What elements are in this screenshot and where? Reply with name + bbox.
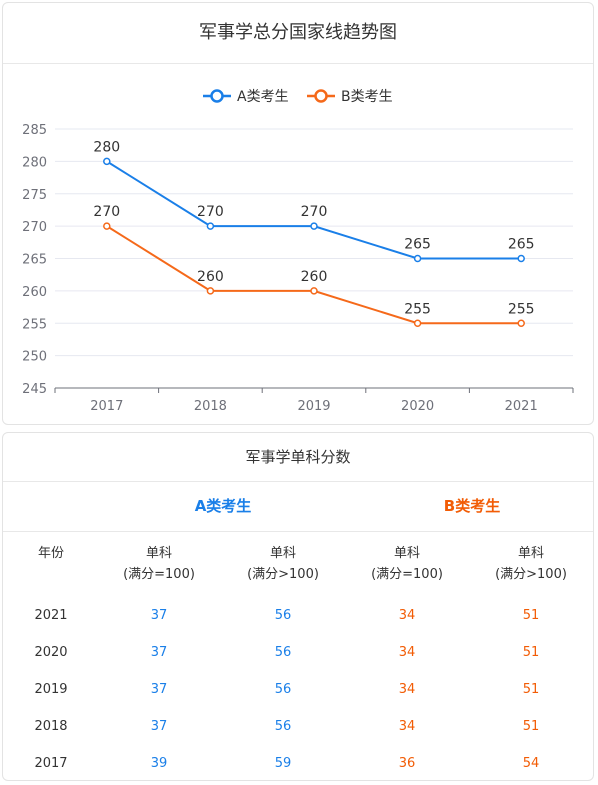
- data-point: [310, 287, 318, 295]
- data-label: 255: [404, 301, 431, 317]
- b2-cell: 51: [522, 608, 540, 623]
- line-chart: A类考生 B类考生 245 250 255 260 265 270 275 280 285 2017 2…: [22, 89, 574, 414]
- table-row: 2017 39 59 36 54: [3, 745, 593, 782]
- y-tick-label: 285: [22, 123, 47, 138]
- legend-label: B类考生: [341, 89, 393, 105]
- data-label: 270: [301, 204, 328, 220]
- col-b2-sub: (满分>100): [495, 567, 567, 582]
- data-point: [413, 319, 422, 327]
- col-year-label: 年份: [37, 546, 64, 561]
- data-point: [103, 222, 111, 230]
- data-point: [206, 222, 215, 230]
- x-tick-label: 2020: [401, 399, 434, 414]
- b2-cell: 51: [522, 682, 540, 697]
- x-tick-label: 2019: [297, 399, 330, 414]
- data-label: 265: [508, 237, 535, 253]
- group-b-label: B类考生: [443, 497, 501, 515]
- legend-marker: [314, 89, 328, 103]
- data-label: 270: [93, 204, 120, 220]
- a1-cell: 37: [150, 719, 168, 734]
- a1-cell: 37: [150, 608, 168, 623]
- col-b1-label: 单科: [393, 546, 420, 561]
- col-a2-label: 单科: [269, 546, 296, 561]
- col-a1-sub: (满分=100): [123, 567, 195, 582]
- x-tick-label: 2018: [194, 399, 227, 414]
- a2-cell: 56: [274, 645, 292, 660]
- year-cell: 2020: [34, 645, 68, 660]
- b1-cell: 34: [398, 608, 416, 623]
- a2-cell: 56: [274, 608, 292, 623]
- b2-cell: 54: [522, 756, 540, 771]
- col-header-b1: 单科 (满分=100): [345, 543, 469, 585]
- b1-cell: 34: [398, 719, 416, 734]
- x-tick-label: 2017: [90, 399, 123, 414]
- table-row: 2021 37 56 34 51: [3, 597, 593, 634]
- y-tick-label: 265: [22, 253, 47, 268]
- year-cell: 2017: [34, 756, 68, 771]
- scores-table-panel: 军事学单科分数 A类考生 B类考生 年份 单科 (满分=100) 单科 (满分>…: [2, 432, 594, 781]
- table-title: 军事学单科分数: [3, 433, 593, 482]
- data-label: 265: [404, 237, 431, 253]
- a2-cell: 56: [274, 719, 292, 734]
- table-row: 2019 37 56 34 51: [3, 671, 593, 708]
- data-point: [206, 287, 215, 295]
- a1-cell: 39: [150, 756, 168, 771]
- data-point: [413, 254, 422, 263]
- a2-cell: 56: [274, 682, 292, 697]
- b2-cell: 51: [522, 645, 540, 660]
- col-header-a1: 单科 (满分=100): [97, 543, 221, 585]
- chart-title: 军事学总分国家线趋势图: [3, 3, 593, 64]
- group-header-row: A类考生 B类考生: [3, 481, 593, 532]
- col-b2-label: 单科: [517, 546, 544, 561]
- data-label: 280: [93, 139, 120, 155]
- y-tick-label: 255: [22, 317, 47, 332]
- b1-cell: 34: [398, 682, 416, 697]
- legend-marker: [210, 89, 224, 103]
- year-cell: 2021: [34, 608, 68, 623]
- table-row: 2020 37 56 34 51: [3, 634, 593, 671]
- col-b1-sub: (满分=100): [371, 567, 443, 582]
- y-tick-label: 260: [22, 285, 47, 300]
- b1-cell: 36: [398, 756, 416, 771]
- col-header-year: 年份: [0, 543, 113, 564]
- a2-cell: 59: [274, 756, 292, 771]
- col-a2-sub: (满分>100): [247, 567, 319, 582]
- y-tick-label: 250: [22, 350, 47, 365]
- data-point: [103, 157, 111, 166]
- a1-cell: 37: [150, 682, 168, 697]
- chart-panel: 军事学总分国家线趋势图 A类考生 B类考生 245 250 255 260 265 270 27…: [2, 2, 594, 425]
- year-cell: 2019: [34, 682, 68, 697]
- group-a-label: A类考生: [194, 497, 252, 515]
- y-tick-label: 245: [22, 382, 47, 397]
- data-label: 260: [301, 269, 328, 285]
- table-row: 2018 37 56 34 51: [3, 708, 593, 745]
- data-point: [310, 222, 318, 230]
- legend-label: A类考生: [237, 89, 289, 105]
- col-a1-label: 单科: [145, 546, 172, 561]
- x-tick-label: 2021: [505, 399, 538, 414]
- data-label: 260: [197, 269, 224, 285]
- data-point: [517, 319, 525, 327]
- year-cell: 2018: [34, 719, 68, 734]
- b1-cell: 34: [398, 645, 416, 660]
- data-label: 255: [508, 301, 535, 317]
- data-point: [517, 254, 525, 263]
- y-tick-label: 280: [22, 155, 47, 170]
- y-tick-label: 275: [22, 188, 47, 203]
- y-tick-label: 270: [22, 220, 47, 235]
- col-header-b2: 单科 (满分>100): [469, 543, 593, 585]
- col-header-a2: 单科 (满分>100): [221, 543, 345, 585]
- data-label: 270: [197, 204, 224, 220]
- a1-cell: 37: [150, 645, 168, 660]
- b2-cell: 51: [522, 719, 540, 734]
